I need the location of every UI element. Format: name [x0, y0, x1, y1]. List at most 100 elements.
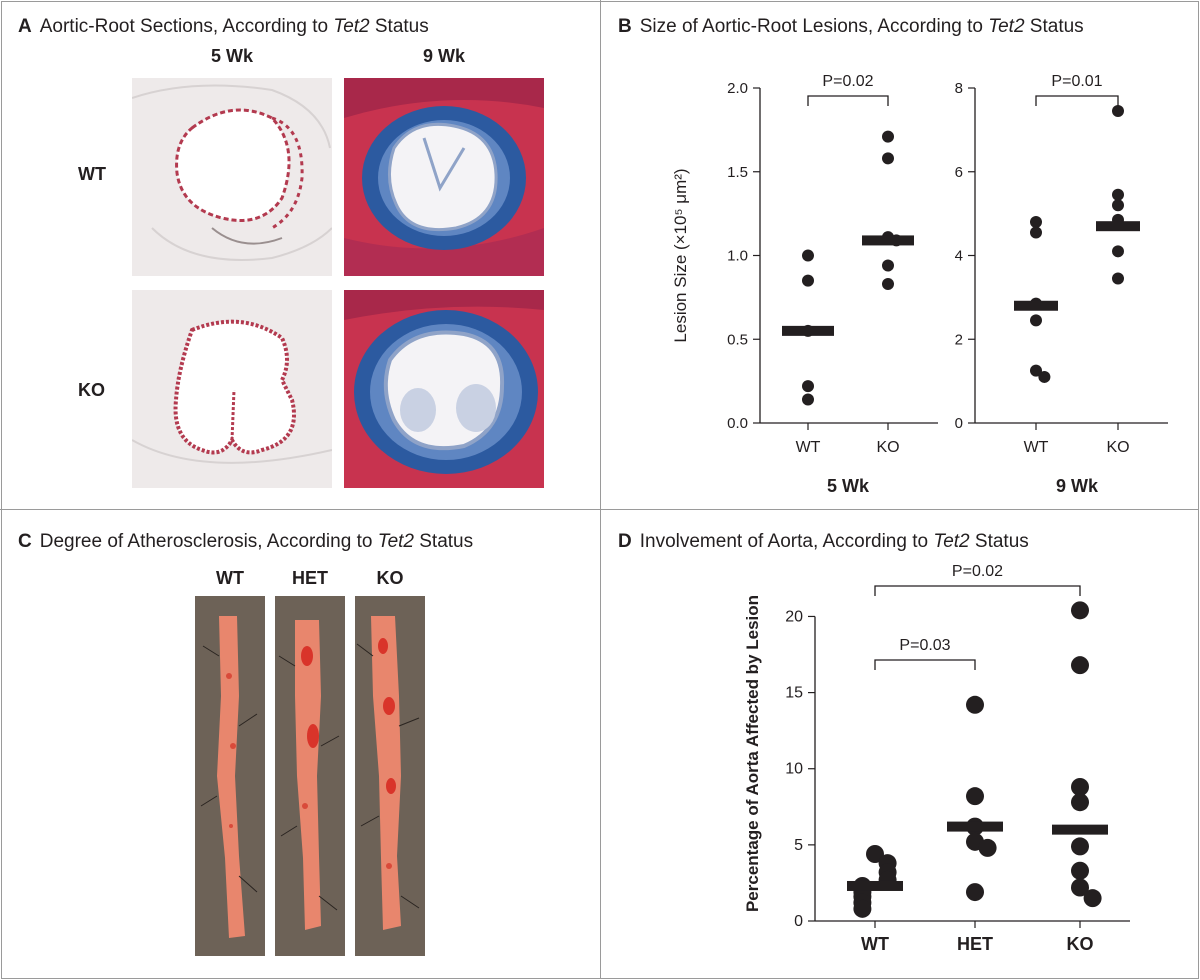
- panel-a-col-label-9wk: 9 Wk: [422, 46, 465, 66]
- chart1-point-wt-0: [802, 249, 814, 262]
- chart3-point-wt-8: [853, 899, 872, 918]
- chart2-point-ko-5: [1112, 272, 1124, 285]
- panel-c-title-gene: Tet2: [377, 531, 414, 552]
- panel-d-title-end: Status: [969, 531, 1029, 552]
- panel-a-row-label-ko: KO: [78, 380, 105, 400]
- chart1-point-ko-1: [882, 152, 894, 165]
- panel-c-title-text: Degree of Atherosclerosis, According to: [39, 531, 378, 552]
- chart2-p-value-0: P=0.01: [1051, 73, 1102, 90]
- chart3-y-tick-label-1: 5: [794, 837, 803, 854]
- chart2-point-wt-1: [1030, 226, 1042, 239]
- chart3-point-het-1: [966, 787, 984, 806]
- micrograph-ko-5wk: [132, 290, 332, 488]
- chart2-point-ko-4: [1112, 245, 1124, 258]
- panel-b-title-end: Status: [1024, 16, 1084, 37]
- panel-b-title: B Size of Aortic-Root Lesions, According …: [618, 16, 1084, 38]
- panel-d-title: D Involvement of Aorta, According to Tet2…: [618, 531, 1029, 553]
- chart2-bracket-0: [1035, 95, 1119, 106]
- aorta-image-het: [275, 596, 345, 956]
- chart2-y-tick-label-4: 8: [955, 80, 963, 97]
- chart1-point-wt-1: [802, 274, 814, 287]
- panel-divider-vertical: [600, 0, 601, 978]
- panel-b-title-text: Size of Aortic-Root Lesions, According t…: [639, 16, 989, 37]
- chart1-point-ko-0: [882, 130, 894, 143]
- chart1-y-tick-label-0: 0.0: [727, 415, 748, 432]
- panel-c-letter: C: [18, 531, 32, 552]
- panel-a-title: A Aortic-Root Sections, According to Tet2…: [18, 16, 429, 38]
- chart2-x-tick-label-1: KO: [1106, 439, 1129, 456]
- panel-b-title-gene: Tet2: [988, 16, 1025, 37]
- chart1-mean-bar-wt: [782, 325, 834, 336]
- chart3-point-wt-0: [866, 845, 884, 863]
- chart2-point-wt-5: [1038, 370, 1051, 383]
- chart2-point-ko-2: [1112, 199, 1124, 212]
- panel-d-title-text: Involvement of Aorta, According to: [639, 531, 934, 552]
- chart3-p-value-0: P=0.03: [899, 637, 950, 654]
- chart2-point-wt-0: [1030, 216, 1042, 228]
- chart3-y-tick-label-3: 15: [785, 685, 803, 702]
- chart3-x-tick-label-0: WT: [861, 934, 889, 954]
- micrograph-wt-9wk: [344, 78, 544, 276]
- panel-c-title: C Degree of Atherosclerosis, According to…: [18, 531, 473, 553]
- chart3-point-ko-1: [1071, 656, 1089, 675]
- chart3-point-ko-7: [1083, 889, 1102, 908]
- chart2-point-wt-4: [1030, 364, 1042, 377]
- chart3-point-ko-4: [1071, 837, 1089, 856]
- panel-d-title-gene: Tet2: [933, 531, 970, 552]
- chart3-bracket-0: [874, 659, 976, 670]
- chart1-x-tick-label-0: WT: [796, 439, 821, 456]
- panel-a-col-label-5wk: 5 Wk: [210, 46, 253, 66]
- chart3-mean-bar-wt: [847, 880, 903, 891]
- chart1-y-tick-label-1: 0.5: [727, 331, 748, 348]
- chart1-y-label: Lesion Size (×10⁵ μm²): [671, 168, 690, 342]
- chart2-point-ko-0: [1112, 105, 1124, 118]
- chart3-point-ko-0: [1071, 601, 1089, 620]
- panel-a-row-label-wt: WT: [78, 164, 106, 184]
- chart3-point-ko-3: [1071, 793, 1089, 812]
- chart2-point-wt-3: [1030, 314, 1042, 327]
- panel-b-letter: B: [618, 16, 632, 37]
- chart3-y-tick-label-2: 10: [785, 761, 803, 778]
- chart1-point-ko-4: [882, 259, 894, 272]
- chart1-p-value-0: P=0.02: [822, 73, 873, 90]
- panel-d-letter: D: [618, 531, 632, 552]
- chart1-point-wt-3: [802, 380, 814, 393]
- panel-c-label-wt: WT: [216, 568, 244, 588]
- panel-a-title-text: Aortic-Root Sections, According to: [39, 16, 334, 37]
- panel-divider-horizontal: [0, 509, 1198, 510]
- chart3-point-het-0: [966, 695, 984, 714]
- panel-a-title-end: Status: [369, 16, 429, 37]
- micrograph-ko-9wk: [344, 290, 544, 488]
- chart3-point-ko-2: [1071, 778, 1089, 796]
- micrograph-wt-5wk: [132, 78, 332, 276]
- chart3-y-tick-label-4: 20: [785, 608, 803, 625]
- chart1-point-wt-4: [802, 393, 814, 406]
- panel-c-label-het: HET: [292, 568, 328, 588]
- chart3-x-tick-label-2: KO: [1067, 934, 1094, 954]
- panel-c-label-ko: KO: [376, 568, 404, 588]
- chart1-point-ko-5: [882, 277, 894, 290]
- chart2-y-tick-label-2: 4: [955, 248, 963, 265]
- chart2-y-tick-label-0: 0: [955, 415, 963, 432]
- chart2-mean-bar-wt: [1014, 300, 1058, 311]
- chart3-bracket-1: [874, 585, 1081, 596]
- panel-a-title-gene: Tet2: [333, 16, 370, 37]
- chart1-subplot-label: 5 Wk: [827, 476, 870, 496]
- chart1-x-tick-label-1: KO: [876, 439, 899, 456]
- chart3-p-value-1: P=0.02: [952, 563, 1003, 580]
- chart3-point-ko-6: [1071, 878, 1089, 897]
- chart1-y-tick-label-2: 1.0: [727, 248, 748, 265]
- chart1-mean-bar-ko: [862, 235, 914, 246]
- chart3-y-label: Percentage of Aorta Affected by Lesion: [743, 595, 762, 912]
- chart2-y-tick-label-1: 2: [955, 331, 963, 348]
- chart3-mean-bar-het: [947, 821, 1003, 832]
- panel-a-letter: A: [18, 16, 32, 37]
- chart1-y-tick-label-4: 2.0: [727, 80, 748, 97]
- chart2-point-ko-1: [1112, 188, 1124, 201]
- aorta-image-ko: [355, 596, 425, 956]
- chart1-y-tick-label-3: 1.5: [727, 164, 748, 181]
- chart3-point-ko-5: [1071, 861, 1089, 880]
- chart3-mean-bar-ko: [1052, 824, 1108, 835]
- chart2-mean-bar-ko: [1096, 221, 1140, 232]
